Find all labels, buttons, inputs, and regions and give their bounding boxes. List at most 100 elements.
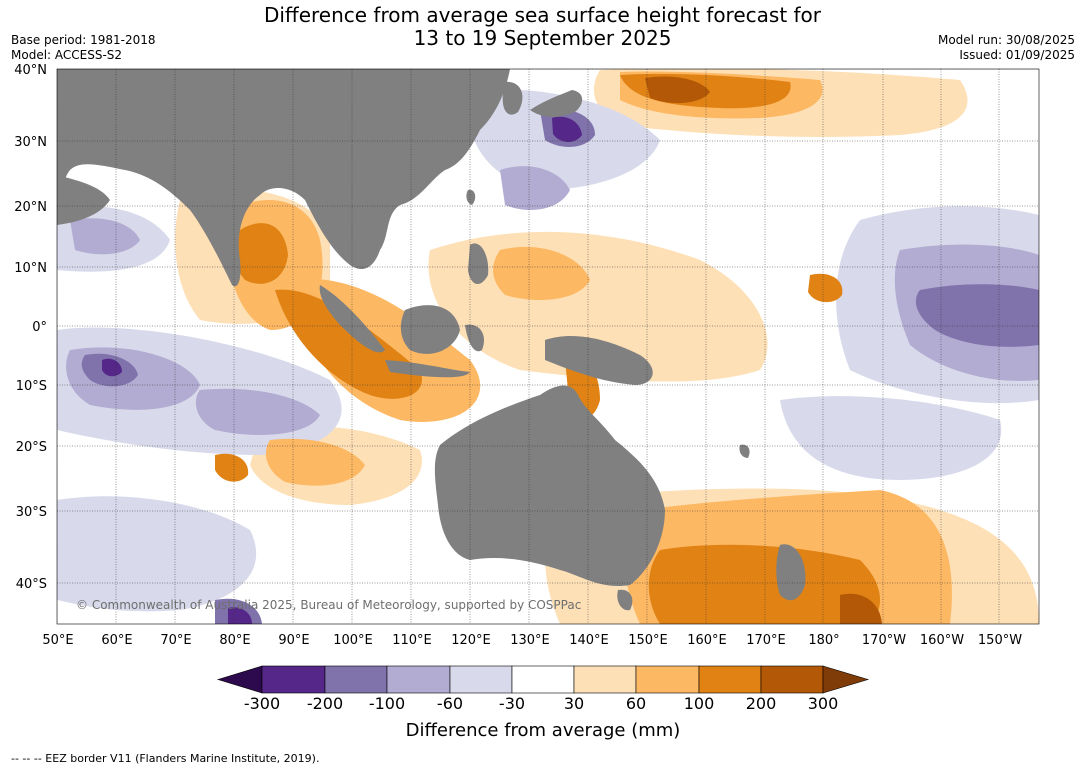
colorbar-segment xyxy=(635,665,700,694)
colorbar-tick-label: 60 xyxy=(626,694,646,713)
anomaly-positive-region xyxy=(215,453,249,482)
longitude-label: 150°W xyxy=(978,633,1022,648)
anomaly-negative-region xyxy=(552,116,582,143)
longitude-label: 130°E xyxy=(510,633,550,648)
longitude-label: 60°E xyxy=(101,633,132,648)
colorbar-segment xyxy=(324,665,388,694)
chart-title: Difference from average sea surface heig… xyxy=(0,4,1085,50)
colorbar-segment xyxy=(698,665,762,694)
land-layer xyxy=(57,69,806,611)
colorbar-tick-label: 200 xyxy=(746,694,777,713)
model-run-text: Model run: 30/08/2025 xyxy=(937,33,1075,47)
colorbar-extend-high xyxy=(822,665,870,694)
map-gridlines xyxy=(57,69,1039,624)
anomaly-negative-region xyxy=(102,358,122,377)
colorbar-segment xyxy=(573,665,637,694)
colorbar-tick-label: 300 xyxy=(808,694,839,713)
borneo-landmass xyxy=(400,305,460,354)
longitude-labels: 50°E 60°E 70°E 80°E 90°E 100°E 110°E 120°E 130°E… xyxy=(42,633,1022,648)
anomaly-positive-region xyxy=(808,273,843,303)
latitude-labels: 40°N 30°N 20°N 10°N 0° 10°S 20°S 30°S 40°S xyxy=(14,63,47,592)
latitude-label: 40°N xyxy=(14,63,47,78)
sulawesi-landmass xyxy=(465,324,485,352)
longitude-label: 150°E xyxy=(628,633,668,648)
colorbar-tick-label: -30 xyxy=(499,694,525,713)
colorbar-extend-low xyxy=(216,665,263,694)
anomaly-positive-region xyxy=(840,593,882,624)
latitude-label: 30°S xyxy=(16,505,47,520)
longitude-label: 140°E xyxy=(569,633,609,648)
sumatra-landmass xyxy=(319,285,385,353)
longitude-label: 50°E xyxy=(42,633,73,648)
colorbar-title: Difference from average (mm) xyxy=(406,720,681,741)
map-plot-area xyxy=(57,69,1039,624)
title-line-1: Difference from average sea surface heig… xyxy=(263,3,822,27)
longitude-label: 170°W xyxy=(862,633,906,648)
longitude-label: 80°E xyxy=(219,633,250,648)
colorbar-segment xyxy=(449,665,513,694)
longitude-label: 160°E xyxy=(687,633,727,648)
korea-landmass xyxy=(502,81,523,115)
anomaly-negative-region xyxy=(780,396,1002,480)
australia-landmass xyxy=(434,385,665,587)
colorbar-tick-label: 100 xyxy=(684,694,715,713)
asia-landmass xyxy=(57,69,510,287)
longitude-label: 100°E xyxy=(333,633,373,648)
java-landmass xyxy=(385,360,470,378)
anomaly-positive-region xyxy=(265,438,365,486)
issued-text: Issued: 01/09/2025 xyxy=(959,48,1075,62)
new-caledonia-landmass xyxy=(739,444,750,458)
taiwan-landmass xyxy=(466,189,476,205)
anomaly-negative-region xyxy=(57,496,257,612)
anomaly-positive-region xyxy=(648,544,880,624)
latitude-label: 0° xyxy=(32,320,47,335)
model-info: Base period: 1981-2018 Model: ACCESS-S2 xyxy=(11,33,156,63)
anomaly-positive-region xyxy=(493,246,590,300)
anomaly-positive-region xyxy=(233,223,288,284)
model-text: Model: ACCESS-S2 xyxy=(11,48,123,62)
anomaly-negative-region xyxy=(915,284,1039,347)
colorbar-tick-label: -300 xyxy=(244,694,280,713)
colorbar-segment xyxy=(760,665,824,694)
base-period-text: Base period: 1981-2018 xyxy=(11,33,156,47)
anomaly-negative-region xyxy=(500,166,570,210)
anomaly-extreme-layer xyxy=(102,76,882,624)
anomaly-negative-region xyxy=(70,218,140,255)
tasmania-landmass xyxy=(617,589,633,611)
japan-landmass xyxy=(530,90,583,117)
anomaly-positive-region xyxy=(275,289,422,399)
colorbar-tick-label: -60 xyxy=(437,694,463,713)
colorbar xyxy=(216,665,870,694)
latitude-label: 30°N xyxy=(14,135,47,150)
anomaly-negative-region xyxy=(195,388,320,435)
colorbar-segment xyxy=(511,665,575,694)
run-info: Model run: 30/08/2025 Issued: 01/09/2025 xyxy=(938,33,1075,63)
latitude-label: 10°N xyxy=(14,261,47,276)
longitude-label: 120°E xyxy=(451,633,491,648)
arabia-landmass xyxy=(57,175,110,225)
philippines-landmass xyxy=(468,243,489,285)
colorbar-tick-labels: -300 -200 -100 -60 -30 30 60 100 200 300 xyxy=(244,694,838,713)
longitude-label: 170°E xyxy=(746,633,786,648)
longitude-label: 160°W xyxy=(920,633,964,648)
anomaly-strong-layer xyxy=(81,73,1039,624)
new-guinea-landmass xyxy=(545,335,653,385)
longitude-label: 110°E xyxy=(392,633,432,648)
colorbar-tick-label: -100 xyxy=(369,694,405,713)
new-zealand-landmass xyxy=(776,544,806,601)
longitude-label: 70°E xyxy=(160,633,191,648)
latitude-label: 10°S xyxy=(16,379,47,394)
eez-legend-note: -- -- -- EEZ border V11 (Flanders Marine… xyxy=(11,752,320,765)
copyright-text: © Commonwealth of Australia 2025, Bureau… xyxy=(76,598,581,612)
map-frame xyxy=(56,68,1040,625)
longitude-label: 180° xyxy=(808,633,839,648)
longitude-label: 90°E xyxy=(278,633,309,648)
colorbar-tick-label: -200 xyxy=(307,694,343,713)
anomaly-positive-region xyxy=(645,76,710,104)
latitude-label: 40°S xyxy=(16,577,47,592)
colorbar-tick-label: 30 xyxy=(564,694,584,713)
latitude-label: 20°N xyxy=(14,200,47,215)
title-line-2: 13 to 19 September 2025 xyxy=(413,26,672,50)
latitude-label: 20°S xyxy=(16,440,47,455)
